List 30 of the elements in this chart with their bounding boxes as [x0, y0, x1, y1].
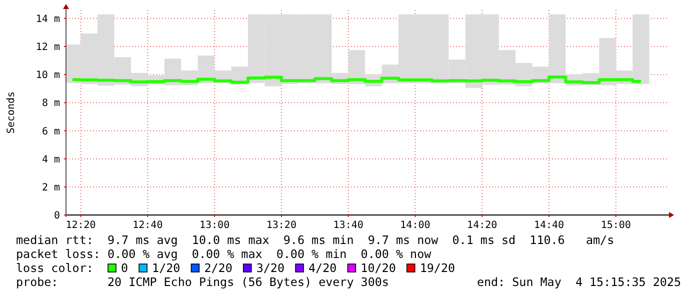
y-tick-label: 14 m: [36, 14, 60, 25]
y-tick-label: 8 m: [42, 98, 60, 110]
legend-label: 0: [121, 261, 128, 275]
x-tick-label: 14:00: [400, 220, 430, 231]
x-tick-label: 13:40: [333, 220, 364, 231]
x-tick-label: 14:40: [534, 220, 564, 231]
y-axis-title: Seconds: [6, 91, 17, 134]
legend-title: loss color:: [16, 261, 94, 275]
legend-label: 1/20: [152, 261, 180, 275]
legend-label: 4/20: [308, 261, 337, 275]
text: end: Sun May 4 15:15:35 2025: [476, 275, 681, 289]
x-tick-label: 13:20: [266, 220, 296, 231]
legend-label: 3/20: [256, 261, 285, 275]
text: median rtt: 9.7 ms avg 10.0 ms max 9.6 ms min 9.7 ms now 0.1 ms sd 110.6 am/s: [16, 233, 614, 247]
x-tick-label: 15:00: [600, 220, 631, 231]
legend-label: 2/20: [204, 261, 232, 275]
text: probe: 20 ICMP Echo Pings (56 Bytes) every 300s: [16, 275, 389, 289]
y-tick-label: 0: [54, 210, 60, 222]
y-tick-label: 10 m: [36, 70, 60, 82]
x-tick-label: 13:00: [200, 220, 230, 231]
x-tick-label: 12:20: [66, 220, 96, 231]
legend-label: 10/20: [360, 261, 396, 275]
text: packet loss: 0.00 % avg 0.00 % max 0.00 % min 0.00 % now: [16, 247, 432, 261]
y-tick-label: 6 m: [42, 126, 60, 138]
x-tick-label: 14:20: [467, 220, 498, 231]
y-tick-label: 4 m: [42, 154, 60, 166]
legend-label: 19/20: [420, 261, 456, 275]
y-tick-label: 2 m: [42, 182, 60, 194]
y-tick-label: 12 m: [36, 42, 60, 54]
x-tick-label: 12:40: [132, 220, 163, 231]
